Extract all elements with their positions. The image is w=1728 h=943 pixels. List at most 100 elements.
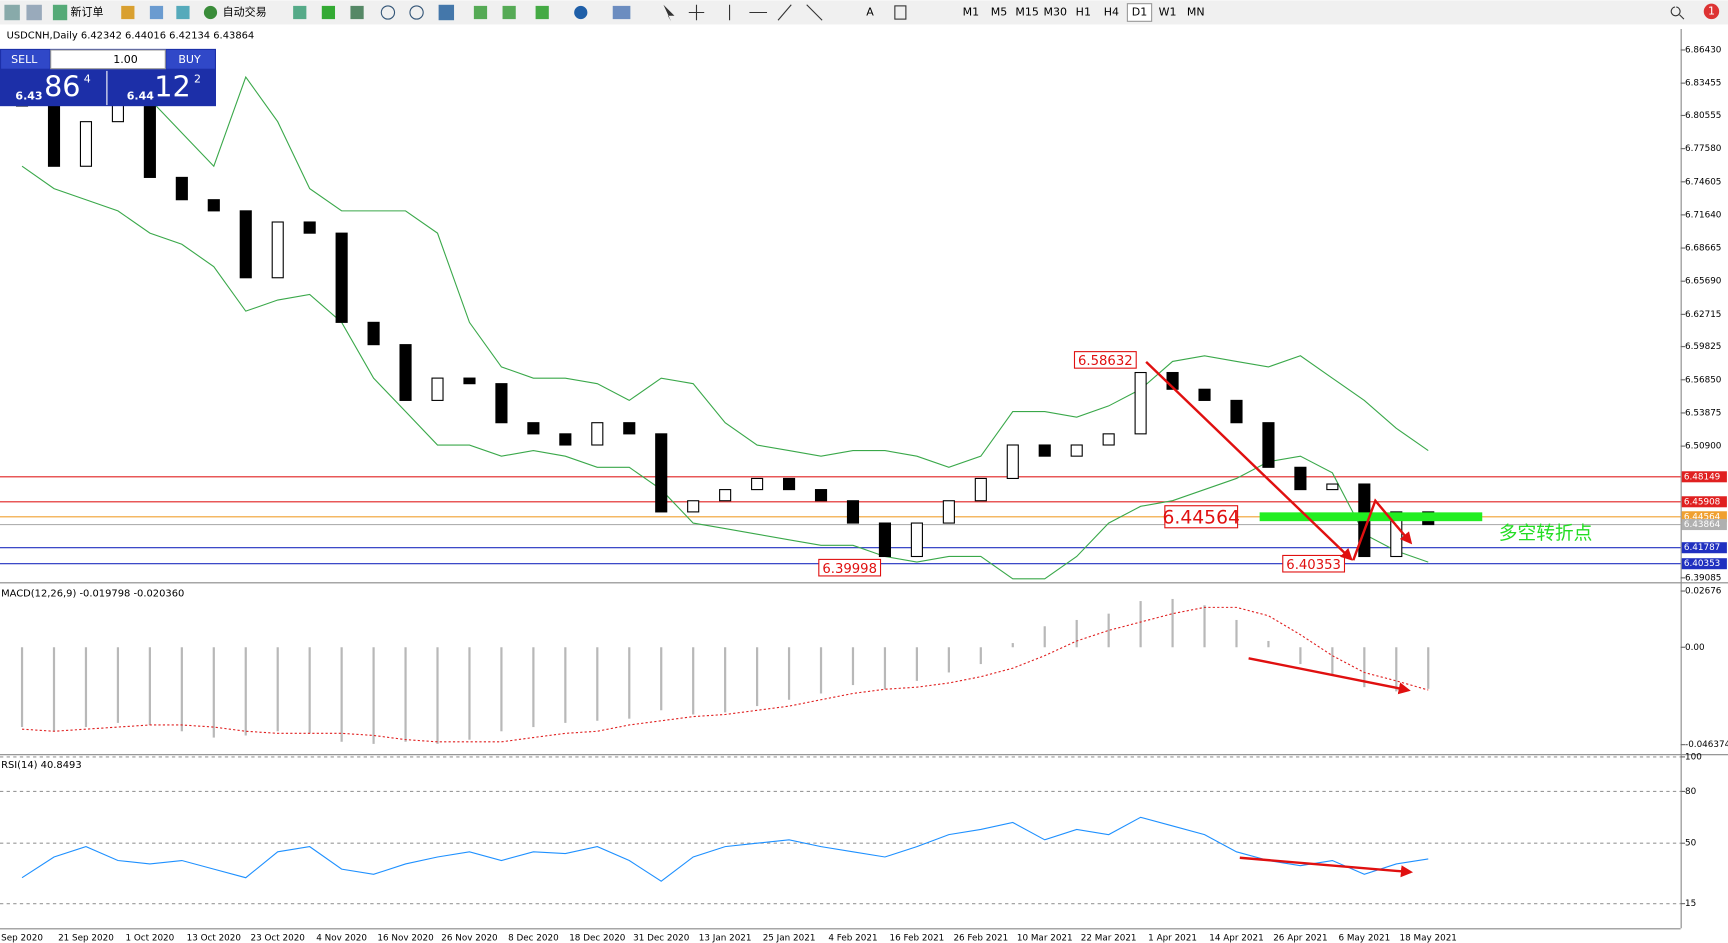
toolbar-group: 新订单 自动交易 A 1 M1 M5 M15 M30 H1 H4 D1 W1 MN	[4, 3, 1720, 22]
timeframe-button[interactable]: D1	[1132, 5, 1148, 18]
macd-bar	[244, 647, 247, 736]
timeframe-button[interactable]: M1	[963, 5, 980, 18]
x-tick-label: 8 Dec 2020	[508, 934, 559, 943]
price-annotation-box	[1282, 554, 1346, 573]
label-tool[interactable]	[894, 5, 907, 20]
band-lower	[21, 165, 1429, 580]
y-tick-label: 100	[1685, 752, 1702, 762]
macd-bar	[1139, 601, 1142, 648]
icon[interactable]	[26, 4, 42, 21]
icon[interactable]	[4, 4, 20, 21]
candle	[1070, 444, 1083, 457]
macd-bar	[1235, 619, 1238, 648]
line-tools[interactable]	[728, 4, 823, 21]
trend-arrow	[1145, 360, 1353, 561]
timeframe-button[interactable]: W1	[1159, 5, 1177, 18]
ask-prefix: 6.44	[127, 89, 155, 102]
text-tool[interactable]: A	[866, 5, 874, 18]
macd-bar	[756, 647, 759, 707]
lot-input[interactable]	[50, 49, 166, 70]
macd-bar	[1011, 643, 1014, 648]
macd-bar	[276, 647, 279, 732]
timeframe-button[interactable]: H1	[1076, 5, 1091, 18]
price-annotation: 6.40353	[1286, 558, 1341, 573]
sell-label[interactable]: SELL	[11, 53, 38, 66]
candle	[1102, 433, 1115, 446]
timeframe-button[interactable]: M5	[991, 5, 1008, 18]
icon[interactable]	[535, 5, 549, 20]
macd-title: MACD(12,26,9) -0.019798 -0.020360	[1, 588, 184, 599]
band-upper	[21, 54, 1429, 468]
price-tag-label: 6.48149	[1684, 472, 1720, 482]
candle	[974, 477, 987, 502]
x-tick-label: 4 Feb 2021	[828, 934, 877, 943]
candle	[1134, 371, 1147, 435]
auto-trading-button[interactable]: 自动交易	[223, 4, 267, 18]
y-tick-label: 6.80555	[1685, 111, 1721, 121]
y-tick-label: 6.83455	[1685, 79, 1721, 89]
macd-bar	[596, 647, 599, 721]
notification[interactable]	[1703, 3, 1720, 20]
icon[interactable]	[612, 5, 631, 20]
buy-button[interactable]	[166, 49, 215, 69]
macd-bar	[84, 647, 88, 728]
icon[interactable]	[473, 5, 488, 20]
cursor-tool[interactable]	[663, 4, 675, 22]
price-annotation-box	[1073, 351, 1137, 369]
price-tag-label: 6.43864	[1684, 520, 1721, 530]
price-tag-label: 6.40353	[1684, 559, 1720, 569]
bid-prefix: 6.43	[15, 89, 42, 102]
icon[interactable]	[149, 5, 164, 20]
new-order-button[interactable]: 新订单	[71, 4, 104, 18]
candle	[1198, 388, 1211, 401]
macd-bar	[1427, 647, 1430, 689]
candle	[782, 477, 796, 491]
macd-bar	[148, 647, 151, 725]
y-tick-label: 6.59825	[1685, 342, 1721, 352]
macd-bar	[1075, 619, 1078, 648]
timeframe-button[interactable]: M30	[1043, 5, 1067, 18]
x-tick-label: 1 Apr 2021	[1148, 934, 1197, 943]
icon[interactable]	[176, 5, 190, 20]
icon[interactable]	[380, 5, 396, 20]
x-tick-label: 16 Nov 2020	[377, 934, 434, 943]
timeframe-button[interactable]: M15	[1015, 5, 1039, 18]
divergence-arrow	[1239, 856, 1414, 878]
icon[interactable]	[203, 5, 218, 20]
x-tick-label: 21 Sep 2020	[58, 934, 114, 943]
buy-label[interactable]: BUY	[178, 53, 201, 66]
icon[interactable]	[293, 5, 307, 20]
icon[interactable]	[121, 5, 135, 20]
icon[interactable]	[409, 5, 424, 20]
rsi-line	[21, 816, 1429, 882]
price-tag	[1681, 558, 1727, 570]
timeframe-button[interactable]: H4	[1104, 5, 1119, 18]
search[interactable]	[1670, 6, 1685, 20]
macd-bar	[564, 647, 567, 723]
candle	[910, 522, 923, 558]
macd-bar	[1363, 647, 1366, 688]
icon[interactable]	[321, 5, 336, 20]
icon[interactable]	[350, 5, 364, 20]
candle	[559, 433, 572, 446]
lot-value[interactable]: 1.00	[113, 53, 138, 66]
icon[interactable]	[574, 5, 588, 20]
candle	[591, 422, 604, 446]
pivot-line	[1259, 512, 1483, 522]
y-tick-label: 6.39085	[1685, 573, 1721, 583]
crosshair-tool[interactable]	[688, 4, 705, 21]
x-tick-label: 1 Oct 2020	[125, 934, 174, 943]
icon[interactable]	[52, 4, 68, 21]
candle	[143, 98, 156, 178]
y-tick-label: 6.62715	[1685, 310, 1721, 320]
icon[interactable]	[438, 4, 455, 21]
price-annotation-box	[1164, 505, 1239, 529]
price-annotation: 6.44564	[1163, 507, 1240, 528]
timeframe-button[interactable]: MN	[1187, 5, 1205, 18]
macd-bar	[628, 647, 631, 719]
sell-button[interactable]	[1, 49, 50, 69]
price-tag	[1681, 511, 1727, 523]
price-annotation: 6.39998	[822, 562, 877, 577]
icon[interactable]	[502, 5, 516, 20]
